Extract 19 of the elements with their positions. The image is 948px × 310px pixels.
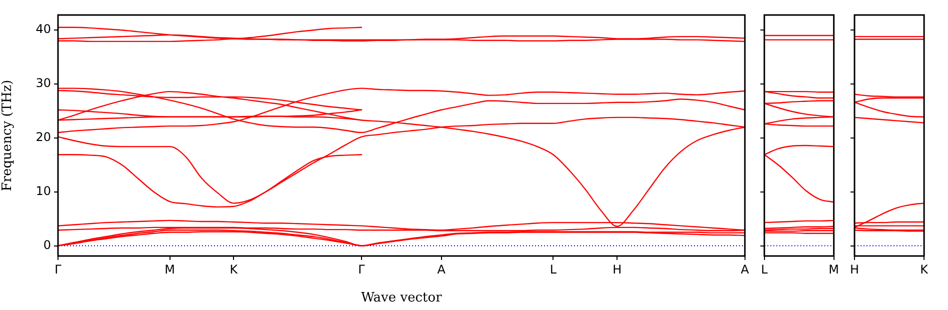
y-tick-label: 30 (36, 76, 51, 90)
x-tick-label: M (828, 262, 840, 276)
x-tick-label: M (164, 262, 175, 276)
y-tick-label: 40 (36, 22, 51, 36)
y-tick-label: 0 (43, 238, 51, 252)
y-axis-title: Frequency (THz) (0, 80, 16, 192)
x-tick-label: H (612, 262, 622, 276)
x-tick-label: Γ (358, 262, 366, 276)
y-tick-label: 10 (36, 184, 51, 198)
x-axis-title: Wave vector (361, 290, 443, 306)
x-tick-label: K (920, 262, 930, 276)
x-tick-label: A (740, 262, 750, 276)
x-tick-label: K (230, 262, 239, 276)
x-tick-label: H (850, 262, 860, 276)
x-tick-label: L (761, 262, 768, 276)
x-tick-label: Γ (54, 262, 62, 276)
x-tick-label: A (437, 262, 446, 276)
y-tick-label: 20 (36, 130, 51, 144)
x-tick-label: L (550, 262, 557, 276)
